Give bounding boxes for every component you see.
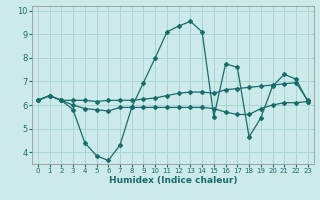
X-axis label: Humidex (Indice chaleur): Humidex (Indice chaleur) — [108, 176, 237, 185]
